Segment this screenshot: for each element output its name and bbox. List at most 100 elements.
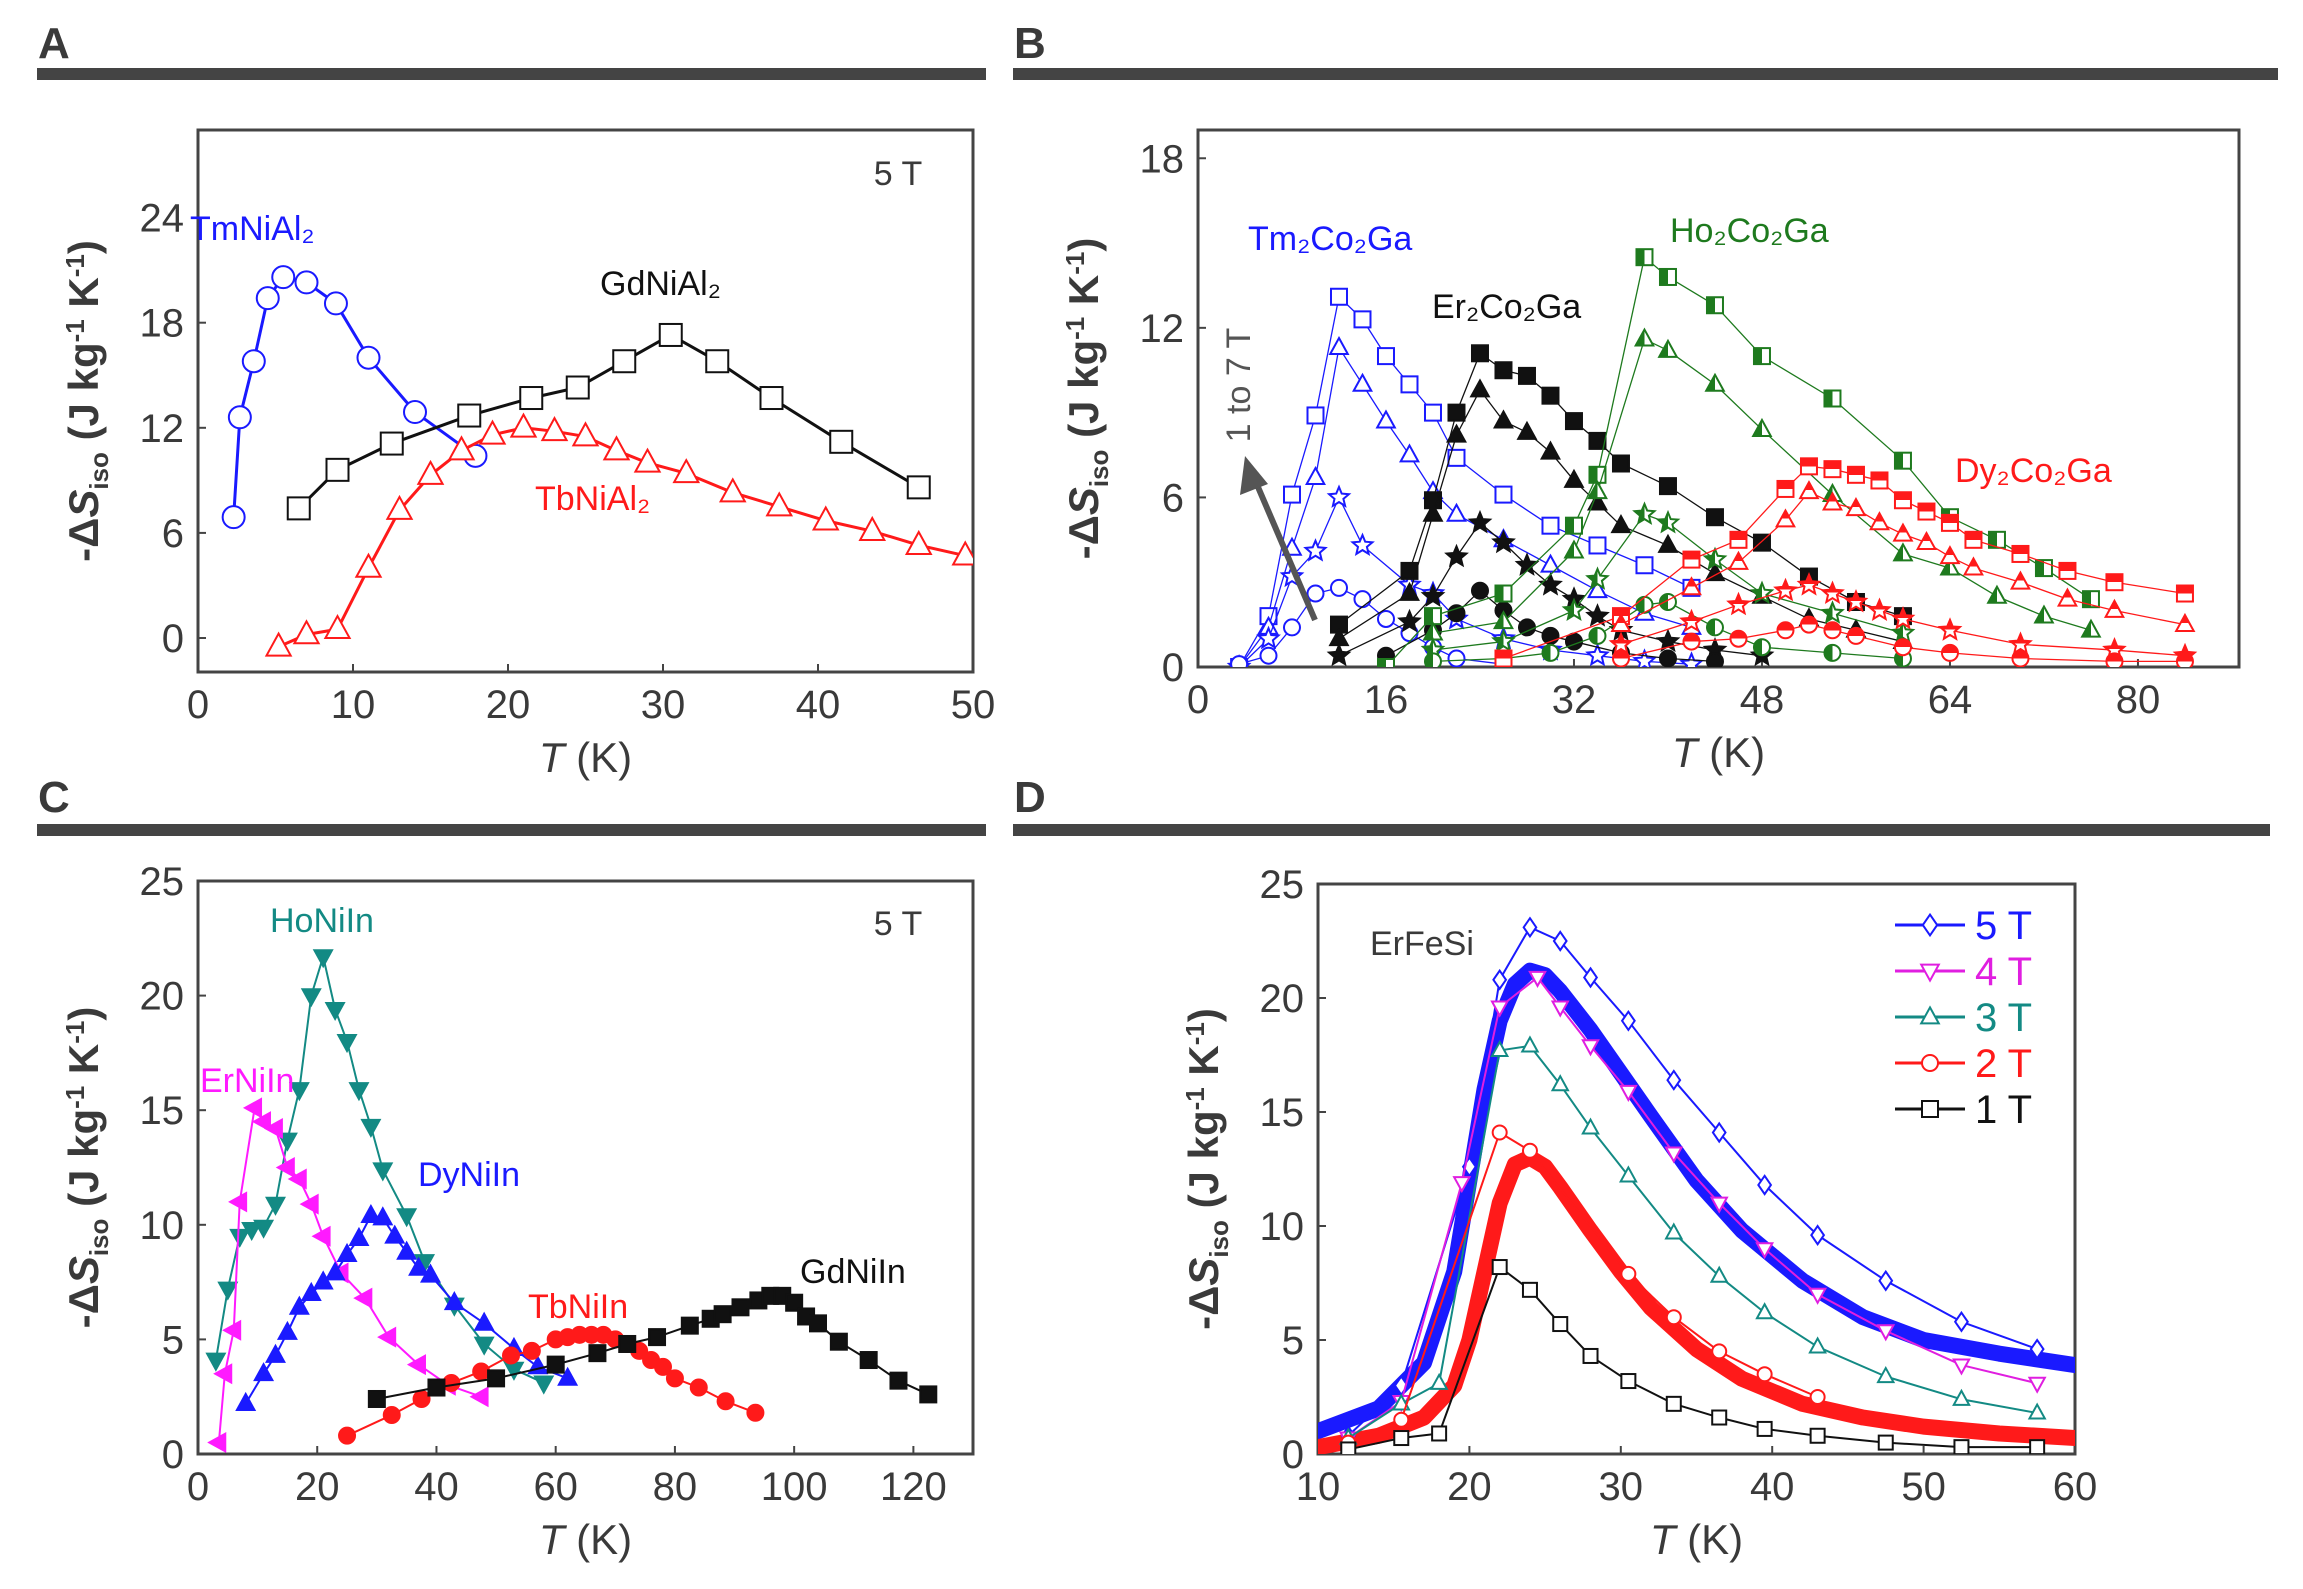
data-point-triangle-down: [288, 1082, 310, 1102]
data-point-triangle-up: [2174, 612, 2196, 633]
data-point-triangle-up: [253, 1362, 275, 1382]
legend-label: 5 T: [1975, 904, 2032, 948]
data-point-triangle-up: [1986, 584, 2008, 604]
data-point-square: [519, 386, 544, 411]
data-point-triangle-up: [384, 1224, 406, 1244]
data-point-triangle-left: [299, 1193, 319, 1215]
data-point-circle: [1447, 604, 1466, 623]
data-point-square: [1588, 431, 1607, 450]
data-point-circle: [294, 270, 319, 295]
data-point-star: [1773, 577, 1798, 602]
data-point-triangle-up: [324, 1261, 346, 1281]
legend-label: 2 T: [1975, 1042, 2032, 1086]
data-point-square: [1447, 403, 1466, 422]
data-point-star: [1679, 651, 1704, 667]
data-point-triangle-down: [372, 1162, 394, 1182]
y-tick-label: 18: [140, 302, 185, 346]
data-point-circle: [221, 505, 246, 530]
data-point-star: [1796, 571, 1822, 596]
data-point-square: [1494, 649, 1513, 667]
data-point-triangle-up: [478, 419, 507, 445]
y-tick-label: 12: [1140, 307, 1185, 351]
data-point-square: [713, 1305, 732, 1324]
data-point-triangle-up: [1704, 372, 1726, 392]
data-point-star: [1867, 597, 1892, 622]
data-point-square: [1705, 296, 1724, 315]
data-point-diamond: [1522, 916, 1538, 939]
y-axis-title: -ΔSiso (J kg-1 K-1): [1180, 1008, 1234, 1330]
legend-marker-circle: [1921, 1054, 1939, 1072]
y-axis-title-part: K: [60, 277, 107, 319]
y-axis-title-part: ): [60, 1007, 107, 1021]
y-tick-label: 12: [140, 407, 185, 451]
data-point-square: [1588, 536, 1607, 555]
data-point-triangle-up: [1328, 335, 1350, 356]
data-point-triangle-up: [447, 435, 476, 461]
data-point-circle: [1611, 649, 1630, 667]
data-point-square: [546, 1355, 565, 1374]
data-point-square: [1635, 248, 1654, 267]
data-point-triangle-up: [765, 491, 794, 517]
data-point-circle: [1423, 652, 1442, 667]
field-label: 5 T: [874, 155, 923, 193]
data-point-square: [1893, 451, 1912, 470]
data-point-star: [1820, 580, 1845, 605]
data-point-triangle-down: [396, 1208, 418, 1228]
x-tick-label: 20: [486, 683, 531, 727]
data-point-triangle-left: [222, 1319, 242, 1341]
series-line: [1432, 601, 1904, 662]
data-point-triangle-up: [1422, 502, 1444, 522]
data-point-circle: [338, 1426, 357, 1445]
data-point-triangle-up: [1304, 465, 1326, 486]
data-point-triangle-up: [336, 1242, 358, 1262]
x-tick-label: 10: [1296, 1465, 1341, 1509]
data-point-circle: [2175, 652, 2194, 667]
data-point-triangle-down: [336, 1034, 358, 1054]
data-point-star: [1326, 484, 1352, 508]
legend-item: 5 T: [1895, 904, 2032, 948]
data-point-star: [1937, 617, 1963, 641]
data-point-square: [1494, 584, 1513, 603]
data-point-circle: [1809, 1389, 1826, 1405]
data-point-triangle-up: [1709, 1265, 1729, 1283]
data-point-triangle-up: [323, 613, 352, 640]
series-gdnial₂: [286, 322, 931, 521]
data-point-diamond: [1878, 1269, 1894, 1292]
data-point-triangle-up: [1774, 508, 1796, 528]
data-point-triangle-down: [1618, 1084, 1638, 1102]
data-point-square: [2081, 590, 2100, 609]
data-point-circle: [1776, 621, 1795, 640]
data-point-triangle-down: [1528, 970, 1547, 988]
data-point-triangle-down: [229, 1228, 251, 1248]
data-point-square: [1470, 344, 1489, 363]
data-point-square: [2058, 561, 2077, 580]
data-point-square: [759, 386, 784, 411]
data-point-star: [2008, 631, 2033, 655]
data-point-square: [1823, 460, 1842, 479]
series-s6: [1326, 509, 1775, 667]
series-dyniin: [235, 1203, 579, 1411]
y-axis-title-part: -1: [1180, 1087, 1210, 1110]
data-point-triangle-up: [1492, 610, 1514, 630]
data-point-circle: [1282, 618, 1301, 637]
data-point-triangle-down: [2027, 1376, 2047, 1394]
data-point-square: [1953, 1439, 1970, 1454]
data-point-circle: [1823, 621, 1842, 640]
y-tick-label: 15: [1260, 1091, 1305, 1135]
data-point-square: [829, 1332, 848, 1351]
data-point-triangle-up: [1586, 579, 1608, 599]
legend-item: 3 T: [1895, 996, 2032, 1040]
panel-letter: D: [1014, 773, 1046, 822]
data-point-star: [1467, 509, 1493, 534]
y-tick-label: 5: [162, 1318, 184, 1362]
y-axis-title-part: -Δ: [60, 518, 107, 562]
data-point-star: [1585, 566, 1610, 590]
data-point-square: [1658, 477, 1677, 496]
data-point-triangle-up: [408, 1256, 430, 1276]
legend-label: 3 T: [1975, 996, 2032, 1040]
data-point-triangle-up: [1798, 480, 1820, 500]
x-axis-unit: (K): [1676, 1516, 1744, 1563]
series-label: TmNiAl₂: [190, 210, 315, 248]
data-point-star: [1326, 642, 1352, 667]
